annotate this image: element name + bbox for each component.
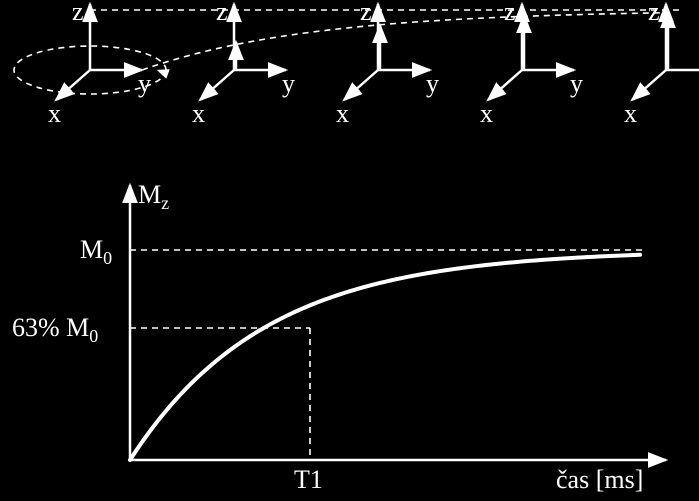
z-label: z bbox=[216, 0, 228, 26]
x-label: x bbox=[480, 99, 493, 128]
y-label: y bbox=[138, 69, 151, 98]
z-label: z bbox=[648, 0, 660, 26]
x-label: x bbox=[192, 99, 205, 128]
x-axis bbox=[632, 70, 666, 100]
coord-frame: z y x bbox=[336, 0, 439, 128]
coord-frame: z y x bbox=[48, 0, 151, 128]
x-label: x bbox=[336, 99, 349, 128]
coord-frame: z y x bbox=[480, 0, 583, 128]
z-label: z bbox=[504, 0, 516, 26]
coordinate-frames-row: zyxzyxzyxzyxzyx bbox=[14, 0, 699, 128]
pct63-label: 63% M0 bbox=[12, 313, 98, 346]
y-label: y bbox=[282, 69, 295, 98]
x-label: x bbox=[624, 99, 637, 128]
x-axis bbox=[344, 70, 378, 100]
x-label: x bbox=[48, 99, 61, 128]
x-axis bbox=[488, 70, 522, 100]
relaxation-curve bbox=[130, 255, 640, 460]
z-label: z bbox=[360, 0, 372, 26]
y-label: y bbox=[426, 69, 439, 98]
coord-frame: z y x bbox=[192, 0, 295, 128]
x-axis bbox=[200, 70, 234, 100]
x-axis bbox=[56, 70, 90, 100]
relaxation-diagram: zyxzyxzyxzyxzyx MzM063% M0T1čas [ms] bbox=[0, 0, 699, 501]
relaxation-graph: Mz M0 63% M0 T1 čas [ms] bbox=[12, 180, 666, 494]
z-label: z bbox=[72, 0, 84, 26]
t1-label: T1 bbox=[294, 465, 323, 494]
coord-frame: zyx bbox=[624, 0, 699, 128]
x-axis-title: čas [ms] bbox=[556, 465, 643, 494]
y-axis-title: Mz bbox=[138, 180, 169, 213]
y-label: y bbox=[570, 69, 583, 98]
m0-label: M0 bbox=[80, 235, 112, 268]
precession-arrowhead bbox=[155, 65, 170, 79]
